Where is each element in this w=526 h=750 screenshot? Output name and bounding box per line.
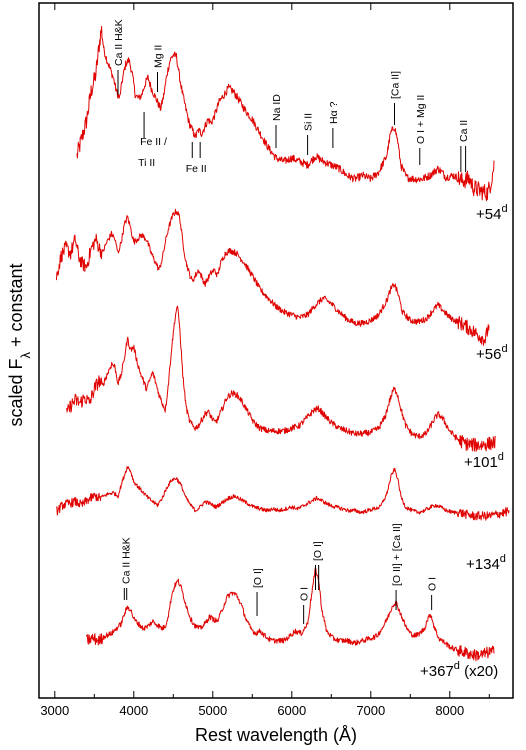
plot-frame: [38, 2, 514, 699]
x-tick-label-5: 8000: [435, 703, 464, 718]
line-label-10: Ca II: [458, 120, 470, 142]
epoch-label-3: +134d: [466, 553, 506, 573]
line-markers: Ca II H&K Mg II Fe II / Ti II Fe II Na ID Si I…: [113, 19, 470, 624]
epoch-label-4: +367d (x20): [420, 660, 498, 680]
line-label-7: Hα ?: [328, 101, 340, 124]
y-axis-title: scaled Fλ + constant: [6, 263, 33, 426]
spectrum-0: [76, 25, 495, 202]
line-label-8: [Ca II]: [390, 71, 402, 99]
epoch-label-2: +101d: [464, 451, 504, 471]
epoch-labels: +54d+56d+101d+134d+367d (x20): [420, 203, 508, 680]
line-label-11: Ca II H&K: [121, 537, 133, 584]
x-axis-title: Rest wavelength (Å): [195, 725, 357, 745]
line-label-12: [O I]: [252, 568, 264, 588]
x-tick-label-4: 7000: [356, 703, 385, 718]
epoch-value: +56: [476, 346, 501, 363]
x-tick-label-0: 3000: [40, 703, 69, 718]
epoch-value: +54: [476, 206, 501, 223]
line-label-16: O I: [427, 577, 439, 591]
x-axis: 3000 4000 5000 6000 7000 8000: [40, 3, 490, 718]
line-label-0: Ca II H&K: [113, 19, 125, 66]
spectra-group: [55, 25, 510, 662]
line-label-6: Si II: [303, 113, 315, 131]
x-tick-label-3: 6000: [277, 703, 306, 718]
epoch-value: +134: [466, 556, 500, 573]
x-tick-label-1: 4000: [119, 703, 148, 718]
line-label-5: Na ID: [271, 94, 283, 121]
epoch-value: +101: [464, 454, 498, 471]
epoch-unit: d: [498, 451, 504, 463]
y-axis-title-subscript: λ: [18, 352, 33, 359]
line-label-9: O I + Mg II: [415, 95, 427, 144]
epoch-unit: d: [500, 553, 506, 565]
epoch-label-0: +54d: [476, 203, 508, 223]
spectrum-3: [55, 466, 510, 521]
y-axis-title-main: scaled F: [6, 359, 26, 427]
epoch-suffix: (x20): [460, 663, 498, 680]
spectrum-4: [85, 567, 495, 662]
epoch-unit: d: [501, 203, 507, 215]
line-label-4: Fe II: [186, 163, 207, 175]
line-label-15: [O II] + [Ca II]: [391, 523, 403, 586]
line-label-1: Mg II: [153, 45, 165, 68]
spectrum-1: [55, 208, 490, 346]
y-axis-title-suffix: + constant: [6, 263, 26, 352]
line-label-3: Ti II: [138, 157, 155, 169]
line-label-13: O I: [299, 587, 311, 601]
epoch-unit: d: [454, 660, 460, 672]
line-label-2: Fe II /: [140, 136, 167, 148]
epoch-unit: d: [501, 343, 507, 355]
epoch-value: +367: [420, 663, 454, 680]
line-label-14: [O I]: [312, 541, 324, 561]
epoch-label-1: +56d: [476, 343, 508, 363]
x-tick-label-2: 5000: [198, 703, 227, 718]
spectrum-2: [66, 305, 496, 452]
